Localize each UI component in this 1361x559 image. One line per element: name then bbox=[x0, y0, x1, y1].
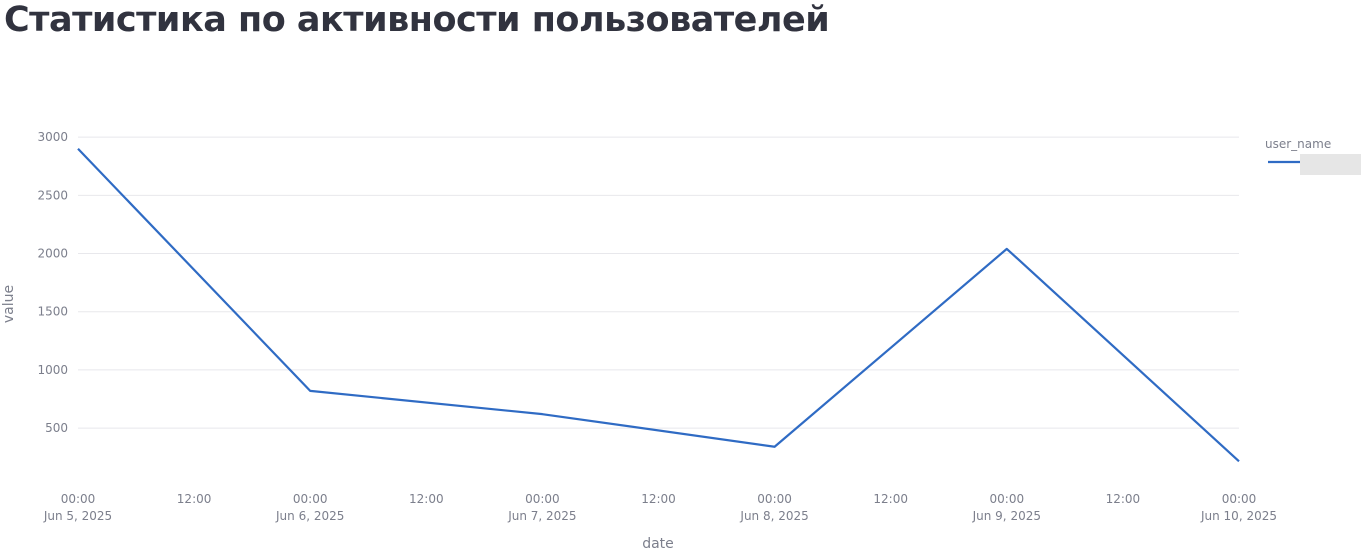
y-tick-label: 2500 bbox=[37, 188, 68, 202]
y-axis-label: value bbox=[1, 285, 17, 323]
x-tick-label: 00:00 bbox=[525, 492, 560, 506]
y-tick-label: 2000 bbox=[37, 247, 68, 261]
page-title: Статистика по активности пользователей bbox=[4, 0, 830, 40]
x-tick-label: 12:00 bbox=[1106, 492, 1141, 506]
legend-title: user_name bbox=[1265, 137, 1331, 151]
y-tick-label: 1000 bbox=[37, 363, 68, 377]
x-tick-label: 00:00 bbox=[1222, 492, 1257, 506]
x-tick-label: Jun 9, 2025 bbox=[972, 509, 1041, 523]
x-tick-label: 00:00 bbox=[293, 492, 328, 506]
x-tick-label: 12:00 bbox=[873, 492, 908, 506]
x-tick-label: 00:00 bbox=[990, 492, 1025, 506]
x-tick-label: 00:00 bbox=[61, 492, 96, 506]
x-tick-label: Jun 5, 2025 bbox=[43, 509, 112, 523]
data-line bbox=[77, 148, 1240, 463]
x-axis-label: date bbox=[642, 536, 674, 552]
x-tick-label: Jun 8, 2025 bbox=[739, 509, 808, 523]
x-tick-label: Jun 7, 2025 bbox=[507, 509, 576, 523]
legend-redacted bbox=[1300, 154, 1361, 175]
y-tick-label: 500 bbox=[45, 421, 68, 435]
x-tick-label: 12:00 bbox=[177, 492, 212, 506]
x-tick-label: 12:00 bbox=[641, 492, 676, 506]
x-tick-label: 12:00 bbox=[409, 492, 444, 506]
x-tick-label: Jun 10, 2025 bbox=[1200, 509, 1277, 523]
x-tick-label: 00:00 bbox=[757, 492, 792, 506]
x-tick-label: Jun 6, 2025 bbox=[275, 509, 344, 523]
y-tick-label: 1500 bbox=[37, 305, 68, 319]
y-tick-label: 3000 bbox=[37, 130, 68, 144]
